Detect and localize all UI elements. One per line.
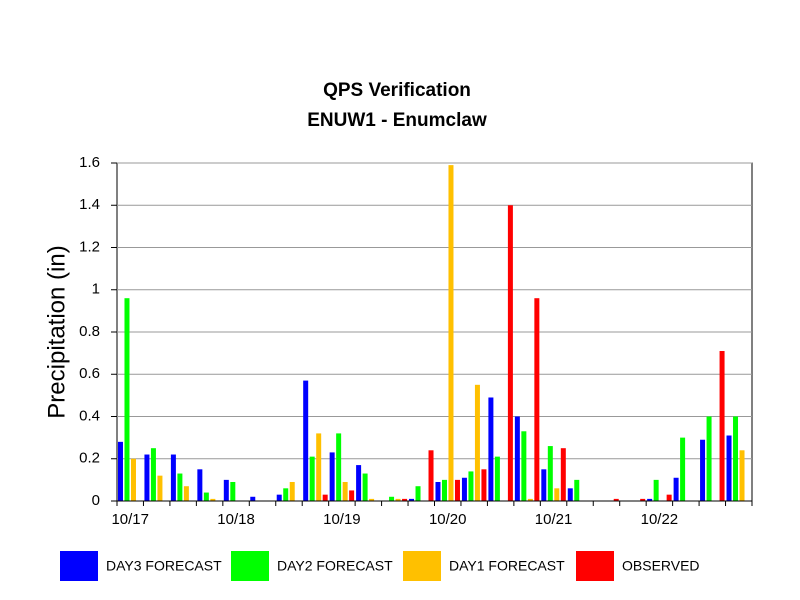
bar <box>322 494 328 501</box>
bar <box>527 498 533 501</box>
bar <box>177 473 183 501</box>
bar <box>474 384 480 501</box>
bar <box>409 498 415 501</box>
bar <box>494 456 500 501</box>
bar <box>336 433 342 501</box>
y-tick-label: 1 <box>92 281 100 298</box>
bar <box>435 481 441 501</box>
bar <box>567 488 573 501</box>
bar <box>157 475 163 501</box>
bar <box>197 469 203 501</box>
bar <box>560 448 566 501</box>
bar <box>402 498 408 501</box>
bar <box>673 477 679 501</box>
chart-subtitle: ENUW1 - Enumclaw <box>307 110 487 131</box>
bar <box>653 479 659 501</box>
legend-swatch <box>576 551 614 581</box>
x-tick-label: 10/20 <box>429 511 467 528</box>
bar <box>144 454 150 501</box>
bar <box>389 496 395 501</box>
bar <box>706 416 712 501</box>
bar <box>700 439 706 501</box>
bar <box>521 431 527 501</box>
x-tick-label: 10/19 <box>323 511 361 528</box>
bar <box>283 488 289 501</box>
legend-label: DAY2 FORECAST <box>277 558 393 574</box>
x-tick-label: 10/22 <box>641 511 679 528</box>
legend-label: DAY3 FORECAST <box>106 558 222 574</box>
bar <box>574 479 580 501</box>
legend-swatch <box>231 551 269 581</box>
bar <box>223 479 229 501</box>
bar <box>183 486 189 501</box>
bar <box>210 498 216 501</box>
y-tick-label: 0.4 <box>79 407 100 424</box>
bar <box>203 492 209 501</box>
bar <box>303 380 309 501</box>
bar <box>554 488 560 501</box>
bar <box>309 456 315 501</box>
bar <box>342 481 348 501</box>
bar <box>428 450 434 501</box>
bar <box>541 469 547 501</box>
y-tick-label: 1.2 <box>79 238 100 255</box>
chart-title: QPS Verification <box>323 80 471 101</box>
bar <box>130 458 136 501</box>
bar <box>362 473 368 501</box>
bar <box>680 437 686 501</box>
bar <box>488 397 494 501</box>
x-tick-label: 10/18 <box>217 511 255 528</box>
bar <box>461 477 467 501</box>
bar <box>719 351 725 501</box>
bar <box>250 496 256 501</box>
bar <box>507 205 513 501</box>
bar <box>230 481 236 501</box>
bar <box>276 494 282 501</box>
bar <box>468 471 474 501</box>
y-tick-label: 1.4 <box>79 196 100 213</box>
bar <box>349 490 355 501</box>
bar <box>739 450 745 501</box>
bar <box>613 498 619 501</box>
x-tick-label: 10/17 <box>111 511 149 528</box>
x-tick-label: 10/21 <box>535 511 573 528</box>
y-tick-label: 0 <box>92 492 100 509</box>
bar <box>733 416 739 501</box>
y-tick-label: 0.8 <box>79 323 100 340</box>
bar <box>316 433 322 501</box>
bar <box>124 298 130 501</box>
bar <box>454 479 460 501</box>
legend-label: DAY1 FORECAST <box>449 558 565 574</box>
bar <box>640 498 646 501</box>
y-axis-label: Precipitation (in) <box>43 245 70 418</box>
bar <box>150 448 156 501</box>
bar <box>441 479 447 501</box>
bar <box>448 165 454 502</box>
legend-label: OBSERVED <box>622 558 700 574</box>
bar <box>726 435 732 501</box>
bar <box>514 416 520 501</box>
bar <box>356 465 362 501</box>
legend-swatch <box>403 551 441 581</box>
legend-swatch <box>60 551 98 581</box>
bar <box>647 498 653 501</box>
bar <box>534 298 540 501</box>
y-tick-label: 1.6 <box>79 154 100 171</box>
bar <box>369 498 375 501</box>
bar <box>117 441 123 501</box>
bar <box>395 498 401 501</box>
bar <box>329 452 335 501</box>
y-tick-label: 0.6 <box>79 365 100 382</box>
bar <box>289 481 295 501</box>
bar <box>666 494 672 501</box>
bar <box>481 469 487 501</box>
y-tick-label: 0.2 <box>79 450 100 467</box>
bar <box>170 454 176 501</box>
bar <box>415 486 421 501</box>
bar <box>547 446 553 501</box>
